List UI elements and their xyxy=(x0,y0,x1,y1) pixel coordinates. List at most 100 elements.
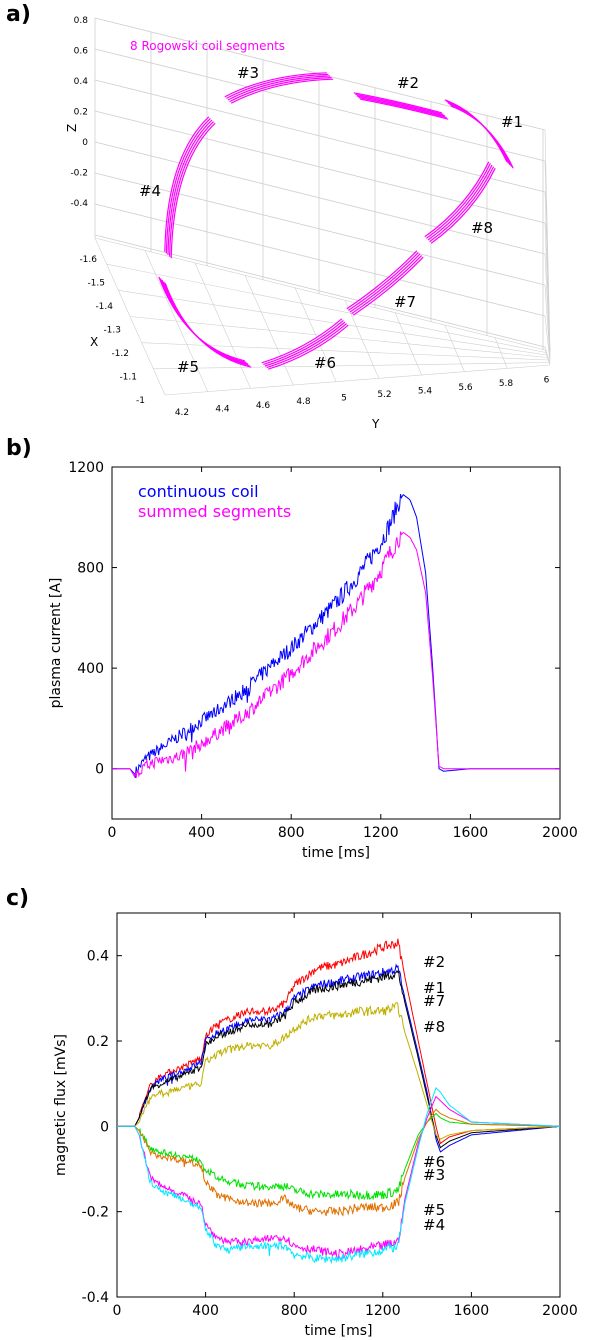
coil-segment-wire xyxy=(427,164,493,241)
coil-segment-wire xyxy=(351,255,423,315)
legend-entry: summed segments xyxy=(138,502,291,521)
series-label: #6 xyxy=(423,1153,445,1171)
coil-segment-wire xyxy=(266,323,347,369)
coil-segment-wire xyxy=(349,253,421,313)
segment-label: #3 xyxy=(237,64,259,82)
coil-segment-wire xyxy=(358,97,447,119)
coil-segment-wire xyxy=(169,121,215,257)
series-line xyxy=(112,531,560,779)
x-tick-label: 2000 xyxy=(542,1303,578,1319)
grid-line xyxy=(544,253,551,359)
z-tick-label: 0.4 xyxy=(74,77,89,87)
grid-line xyxy=(544,315,551,363)
y-tick-label: 0 xyxy=(95,762,104,778)
coil-segment-wire xyxy=(264,321,346,367)
y-tick-label: 400 xyxy=(77,661,104,677)
series-line xyxy=(117,1001,560,1140)
y-axis-label: plasma current [A] xyxy=(48,578,64,709)
coil-segment-wire xyxy=(261,318,343,364)
coil-segment-wire xyxy=(227,75,331,101)
grid-line xyxy=(444,324,465,372)
panel-c-label: c) xyxy=(6,886,30,911)
grid-line xyxy=(194,262,251,389)
y-tick-label: 5.2 xyxy=(377,390,391,400)
y-tick-label: -0.4 xyxy=(82,1290,109,1306)
grid-line xyxy=(544,284,551,361)
coil-segment-wire xyxy=(429,166,495,243)
y-tick-label: 0.2 xyxy=(87,1034,109,1050)
coil-segment-wire xyxy=(450,105,514,169)
y-tick-label: 0 xyxy=(100,1119,109,1135)
coil-segment-wire xyxy=(164,116,210,252)
grid-line xyxy=(164,364,551,396)
grid-line xyxy=(94,79,546,193)
segment-label: #6 xyxy=(314,354,336,372)
grid-line xyxy=(544,222,551,357)
x-axis-label: time [ms] xyxy=(302,845,370,861)
panel-a-label: a) xyxy=(6,2,31,27)
segment-label: #5 xyxy=(177,358,199,376)
series-line xyxy=(117,1095,560,1259)
grid-line xyxy=(294,287,337,382)
z-tick-label: -0.2 xyxy=(70,169,88,179)
segment-label: #8 xyxy=(471,219,493,237)
grid-line xyxy=(94,172,546,286)
x-tick-label: 1600 xyxy=(453,825,489,841)
y-tick-label: 4.4 xyxy=(215,404,230,414)
y-tick-label: 5.6 xyxy=(458,383,473,393)
segment-label: #7 xyxy=(394,293,416,311)
grid-line xyxy=(94,48,546,162)
grid-line xyxy=(129,316,548,358)
z-tick-label: 0.2 xyxy=(74,108,88,118)
series-line xyxy=(117,1086,560,1265)
y-axis-label: magnetic flux [mVs] xyxy=(53,1034,69,1176)
x-tick-label: 1200 xyxy=(365,1303,401,1319)
x-tick-label: 400 xyxy=(192,1303,219,1319)
grid-line xyxy=(344,300,380,379)
z-tick-label: 0 xyxy=(82,138,88,148)
coil-segment-wire xyxy=(346,250,418,310)
x-tick-label: 800 xyxy=(281,1303,308,1319)
chart-group: 0 400 800 1200 1600 2000 0 400 800 1200 time [ms] p… xyxy=(48,460,578,861)
x-tick-label: -1.2 xyxy=(111,349,129,359)
coil-segment-wire xyxy=(352,256,424,316)
x-tick-label: -1 xyxy=(136,396,145,406)
coil-segment-wire xyxy=(353,92,442,114)
grid-line xyxy=(94,141,546,255)
grid-line xyxy=(544,346,551,365)
series-label: #5 xyxy=(423,1201,445,1219)
series-label: #4 xyxy=(423,1216,445,1234)
grid-line xyxy=(94,237,546,351)
y-tick-label: 5.4 xyxy=(418,386,433,396)
y-tick-label: 800 xyxy=(77,561,104,577)
y-tick-label: 4.8 xyxy=(296,397,311,407)
series-line xyxy=(117,963,560,1153)
x-axis-label: time [ms] xyxy=(305,1323,373,1339)
series-line xyxy=(117,1108,560,1217)
x-tick-label: 2000 xyxy=(542,825,578,841)
grid-line xyxy=(244,275,294,386)
x-tick-label: 0 xyxy=(113,1303,122,1319)
coil-segment-wire xyxy=(224,72,327,98)
x-tick-label: -1.5 xyxy=(87,279,105,289)
grid-line xyxy=(94,17,546,131)
coil-segment-wire xyxy=(170,122,216,259)
series-label: #2 xyxy=(423,953,445,971)
panel-a-group: 0.8 0.6 0.4 0.2 0 -0.2 -0.4 -1.6 -1.5 -1.4 -1.3 -1.… xyxy=(65,16,551,431)
y-axis-label: Y xyxy=(371,417,380,431)
coil-segment-wire xyxy=(268,324,349,370)
y-tick-label: 1200 xyxy=(68,460,104,476)
coil-segment-wire xyxy=(426,163,491,239)
segment-label: #1 xyxy=(501,113,523,131)
coil-segment-wire xyxy=(226,73,329,99)
y-tick-label: 5 xyxy=(341,394,347,404)
x-tick-label: -1.4 xyxy=(95,302,113,312)
chart-title: 8 Rogowski coil segments xyxy=(130,39,285,53)
coil-segment-wire xyxy=(355,93,444,115)
grid-line xyxy=(144,250,209,392)
grid-line xyxy=(153,362,550,370)
legend-entry: continuous coil xyxy=(138,482,259,501)
